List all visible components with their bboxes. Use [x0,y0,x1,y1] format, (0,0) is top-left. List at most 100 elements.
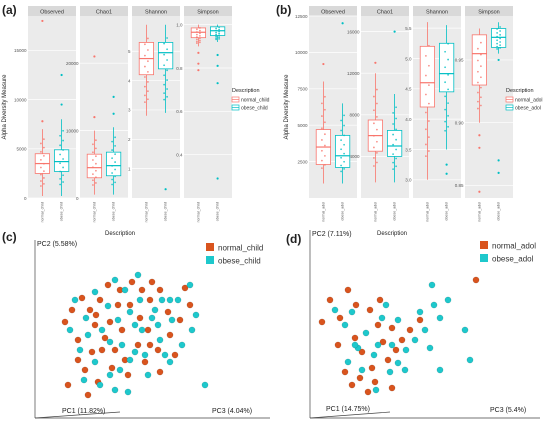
sample-point [218,28,221,31]
scatter-point [131,321,139,329]
sample-point [163,98,166,101]
legend-title: Description [232,88,260,94]
scatter-point [370,351,378,359]
outlier-point [478,146,481,149]
facet-title: Observed [321,10,345,16]
scatter-point [386,368,394,376]
sample-point [428,136,430,139]
box-body [386,129,403,157]
box-body [86,153,102,179]
scatter-point [92,311,100,319]
pc1-label: PC1 (11.82%) [62,408,105,415]
pc3-label: PC3 (4.04%) [212,408,252,415]
sample-point [147,49,149,51]
y-tick-label: 5000 [16,147,27,152]
legend-swatch [206,243,214,251]
sample-point [114,168,116,171]
x-tick-label: obese_child [216,202,220,221]
sample-point [340,170,342,173]
scatter-point [136,296,144,304]
facet-panel [184,16,232,198]
sample-point [218,37,221,40]
scatter-point [82,314,90,322]
outlier-point [216,53,219,57]
sample-point [62,166,64,169]
scatter-point [111,346,119,354]
scatter-point [334,341,342,349]
scatter-point [124,388,132,396]
scatter-point [156,336,164,344]
scatter-point [201,381,209,389]
sample-point [147,37,149,40]
sample-point [376,140,378,143]
y-tick-label: 10000 [295,50,308,55]
scatter-point [106,371,114,379]
box-normal_child [138,24,154,116]
facet-title: Chao1 [377,10,393,16]
sample-point [114,136,116,139]
scatter-point [174,296,182,304]
outlier-point [60,73,63,77]
sample-point [324,121,326,124]
scatter-point [144,371,152,379]
scatter-point [106,338,114,346]
sample-point [196,36,198,38]
sample-point [392,123,394,125]
facet-panel [309,16,357,198]
scatter-point [154,321,162,329]
legend-label: normal_adol [515,97,543,103]
sample-point [199,39,201,42]
sample-point [444,129,446,132]
sample-point [425,74,427,77]
sample-point [215,27,218,30]
series-normal_child [61,278,194,399]
facet-observed: Observed 0 5000 10000 15000 normal_child obese… [14,6,76,222]
scatter-point [141,358,149,366]
y-tick-label: 0.85 [455,183,464,188]
x-tick-label: obese_adol [393,202,397,221]
sample-point [321,149,323,152]
sample-point [144,54,146,57]
y-axis-title: Alpha Diversity Measure [284,74,290,140]
pc2-label: PC2 (7.11%) [312,231,352,238]
sample-point [324,108,326,111]
box-obese_adol [334,22,351,184]
scatter-point [168,316,176,324]
sample-point [373,146,375,149]
sample-point [147,81,149,83]
panel-label-a: (a) [2,3,17,17]
sample-point [166,69,169,72]
sample-point [111,178,113,181]
sample-point [199,37,201,40]
scatter-point [126,301,134,309]
scatter-point [118,341,126,349]
scatter-point [126,356,134,364]
scatter-point [388,324,396,332]
facet-observed: Observed 2500 5000 7500 10000 12500 normal_ado… [295,6,357,222]
legend: Description normal_child obese_child [231,88,270,111]
boxplot-panel-b: Observed 2500 5000 7500 10000 12500 normal_ado… [284,6,543,237]
scatter-point [374,321,382,329]
scatter-point [114,301,122,309]
box-normal_adol [419,22,436,180]
sample-point [144,43,146,46]
sample-point [111,149,113,151]
sample-point [144,101,146,104]
box-obese_child [157,24,174,191]
y-tick-label: 5000 [297,123,308,128]
sample-point [343,143,345,146]
scatter-point [98,326,106,334]
sample-point [40,158,42,161]
sample-point [218,30,221,33]
sample-point [40,150,42,153]
sample-point [477,59,479,62]
sample-point [324,154,326,157]
sample-point [144,65,146,68]
box-body [157,42,174,70]
sample-point [392,133,394,136]
scatter-point [402,346,410,354]
y-tick-label: 2 [128,137,131,142]
sample-point [395,165,397,168]
legend-label: obese_adol [492,255,534,264]
x-tick-label: obese_child [60,202,64,221]
